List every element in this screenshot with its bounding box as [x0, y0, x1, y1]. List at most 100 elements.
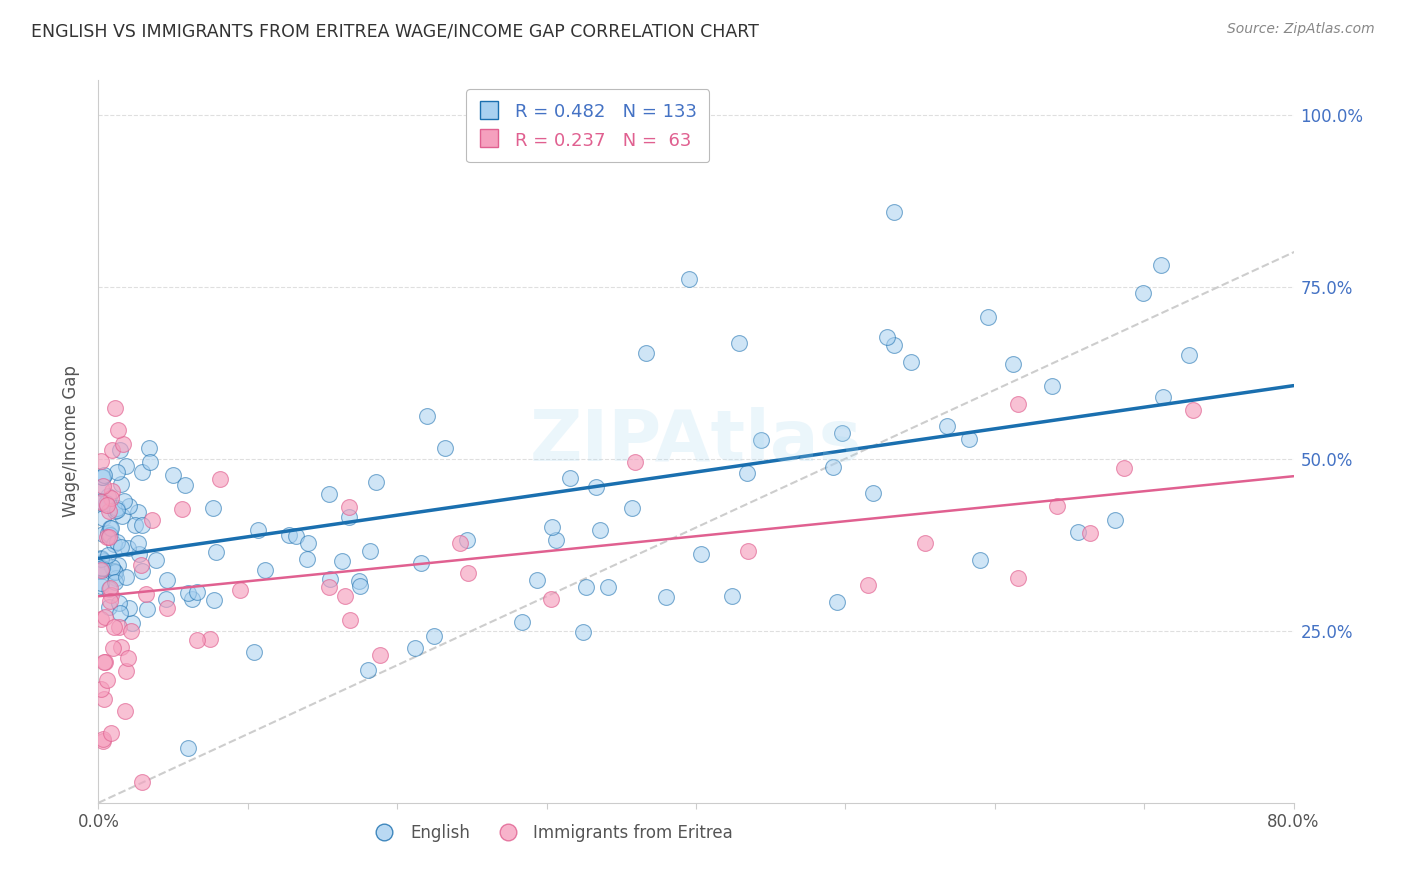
Point — [200, 632, 222, 646]
Point — [969, 553, 991, 567]
Point — [246, 523, 269, 537]
Point — [541, 520, 564, 534]
Point — [689, 547, 711, 561]
Point — [337, 509, 360, 524]
Point — [347, 574, 370, 589]
Point — [208, 472, 231, 486]
Point — [90, 454, 112, 468]
Point — [900, 354, 922, 368]
Point — [204, 593, 226, 607]
Point — [297, 552, 319, 566]
Legend: English, Immigrants from Eritrea: English, Immigrants from Eritrea — [366, 817, 740, 848]
Point — [101, 560, 124, 574]
Point — [136, 601, 159, 615]
Point — [526, 573, 548, 587]
Point — [1181, 403, 1204, 417]
Point — [94, 655, 117, 669]
Point — [139, 455, 162, 469]
Point — [1132, 286, 1154, 301]
Point — [862, 486, 884, 500]
Point — [91, 561, 114, 575]
Point — [876, 330, 898, 344]
Point — [90, 552, 112, 566]
Point — [297, 535, 319, 549]
Point — [589, 523, 612, 537]
Point — [278, 528, 301, 542]
Point — [145, 553, 167, 567]
Point — [318, 487, 340, 501]
Point — [107, 465, 129, 479]
Point — [100, 491, 122, 506]
Point — [366, 475, 388, 489]
Point — [1078, 525, 1101, 540]
Point — [156, 573, 179, 587]
Point — [112, 437, 135, 451]
Point — [1007, 571, 1029, 585]
Point — [572, 625, 595, 640]
Point — [117, 500, 139, 514]
Point — [90, 681, 112, 696]
Point — [540, 591, 562, 606]
Point — [98, 521, 121, 535]
Point — [90, 481, 112, 495]
Point — [416, 409, 439, 424]
Point — [825, 594, 848, 608]
Point — [141, 513, 163, 527]
Point — [359, 543, 381, 558]
Point — [90, 495, 112, 509]
Point — [93, 468, 115, 483]
Point — [243, 645, 266, 659]
Point — [349, 579, 371, 593]
Point — [284, 529, 307, 543]
Point — [457, 566, 479, 580]
Point — [337, 500, 360, 515]
Point — [90, 612, 112, 626]
Point — [1002, 357, 1025, 371]
Point — [114, 665, 136, 679]
Point — [90, 563, 112, 577]
Point — [201, 500, 224, 515]
Point — [1007, 397, 1029, 411]
Point — [624, 455, 647, 469]
Point — [90, 493, 112, 508]
Point — [98, 594, 121, 608]
Point — [96, 673, 118, 687]
Point — [97, 548, 120, 562]
Point — [914, 536, 936, 550]
Point — [105, 535, 128, 549]
Point — [1178, 348, 1201, 362]
Point — [121, 616, 143, 631]
Point — [98, 581, 121, 595]
Point — [1152, 390, 1174, 404]
Point — [118, 601, 141, 615]
Point — [449, 535, 471, 549]
Point — [957, 432, 980, 446]
Point — [110, 540, 132, 554]
Point — [330, 554, 353, 568]
Point — [858, 577, 880, 591]
Point — [1067, 525, 1090, 540]
Point — [98, 529, 121, 543]
Point — [404, 641, 426, 656]
Point — [103, 565, 125, 579]
Point — [977, 310, 1000, 324]
Point — [1112, 461, 1135, 475]
Point — [100, 588, 122, 602]
Point — [107, 620, 129, 634]
Point — [254, 563, 277, 577]
Point — [131, 518, 153, 533]
Point — [155, 592, 177, 607]
Point — [318, 572, 340, 586]
Point — [124, 518, 146, 533]
Point — [96, 530, 118, 544]
Point — [93, 554, 115, 568]
Point — [186, 632, 208, 647]
Point — [318, 580, 340, 594]
Point — [1046, 500, 1069, 514]
Point — [546, 533, 568, 547]
Point — [103, 620, 125, 634]
Point — [115, 570, 138, 584]
Point — [621, 500, 644, 515]
Point — [110, 477, 132, 491]
Point — [749, 433, 772, 447]
